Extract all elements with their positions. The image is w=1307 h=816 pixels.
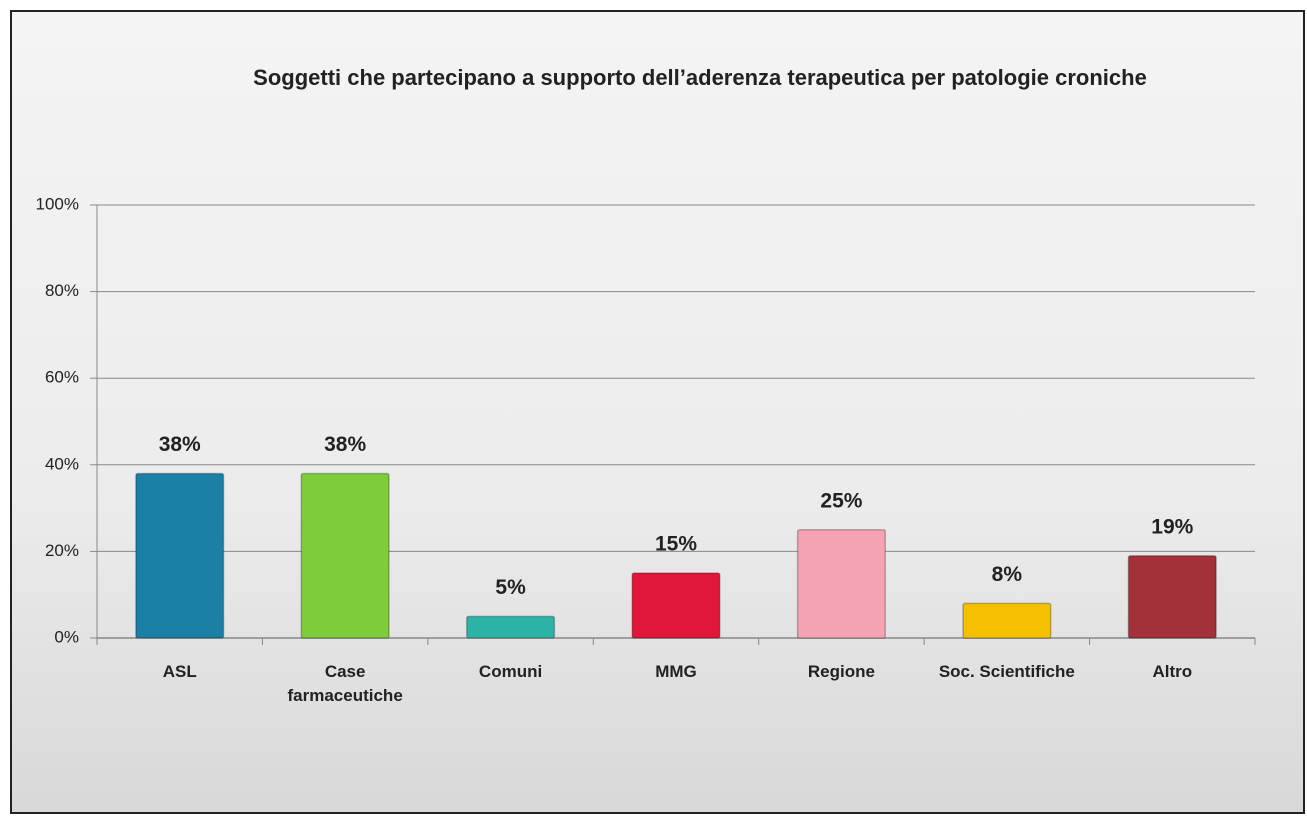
y-tick-label: 80% — [45, 281, 79, 300]
y-tick-label: 20% — [45, 541, 79, 560]
x-tick-label: ASL — [162, 662, 197, 681]
bar — [1127, 554, 1217, 639]
x-tick-label: Case farmaceutiche — [287, 662, 403, 705]
bar — [465, 615, 556, 639]
x-tick-label: Comuni — [478, 662, 543, 681]
bar — [962, 602, 1052, 639]
value-label: 5% — [495, 576, 526, 599]
chart-title: Soggetti che partecipano a supporto dell… — [253, 65, 1147, 90]
y-tick-label: 0% — [54, 627, 79, 646]
bar — [300, 472, 390, 639]
value-label: 19% — [1151, 515, 1193, 538]
x-tick-label: Regione — [807, 662, 875, 681]
value-label: 38% — [324, 433, 366, 456]
value-label: 15% — [655, 533, 697, 556]
value-label: 38% — [159, 433, 201, 456]
bar — [796, 529, 887, 639]
bar — [135, 472, 225, 639]
x-tick-label: Soc. Scientifiche — [938, 662, 1075, 681]
bar — [631, 572, 721, 639]
x-tick-label: Altro — [1152, 662, 1193, 681]
value-label: 25% — [820, 489, 862, 512]
y-tick-label: 60% — [45, 368, 79, 387]
x-tick-label: MMG — [655, 662, 697, 681]
y-tick-label: 40% — [45, 454, 79, 473]
value-label: 8% — [992, 563, 1023, 586]
y-tick-label: 100% — [36, 194, 79, 213]
chart-frame — [10, 10, 1305, 814]
